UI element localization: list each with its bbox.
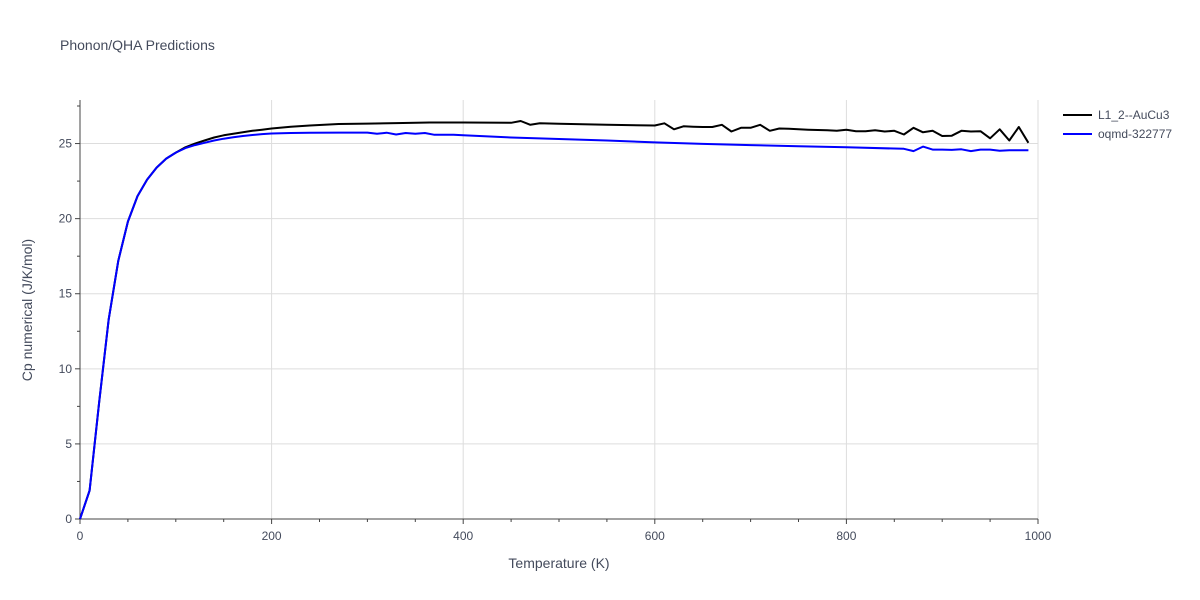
y-tick-label: 0: [65, 512, 72, 526]
x-tick-label: 600: [645, 529, 665, 543]
y-axis-title: Cp numerical (J/K/mol): [19, 239, 35, 381]
x-tick-label: 0: [77, 529, 84, 543]
x-tick-label: 200: [262, 529, 282, 543]
x-tick-label: 800: [836, 529, 856, 543]
series-line-2: [79, 131, 1029, 520]
series-line-1: [79, 120, 1030, 520]
legend-label[interactable]: L1_2--AuCu3: [1098, 108, 1170, 122]
axes: [75, 100, 1039, 524]
tick-labels: 0 200 400 600 800 1000 0 5 10 15 20 25: [59, 137, 1052, 543]
y-tick-label: 25: [59, 137, 73, 151]
x-axis-title: Temperature (K): [508, 555, 609, 571]
y-tick-label: 20: [59, 212, 73, 226]
y-tick-label: 5: [65, 437, 72, 451]
series-lines: [79, 120, 1030, 520]
y-tick-label: 15: [59, 287, 73, 301]
chart-title: Phonon/QHA Predictions: [60, 37, 215, 53]
y-tick-label: 10: [59, 362, 73, 376]
legend-label[interactable]: oqmd-322777: [1098, 127, 1172, 141]
x-tick-label: 400: [453, 529, 473, 543]
grid-lines: [80, 100, 1039, 519]
legend[interactable]: L1_2--AuCu3 oqmd-322777: [1063, 108, 1172, 141]
x-tick-label: 1000: [1025, 529, 1052, 543]
